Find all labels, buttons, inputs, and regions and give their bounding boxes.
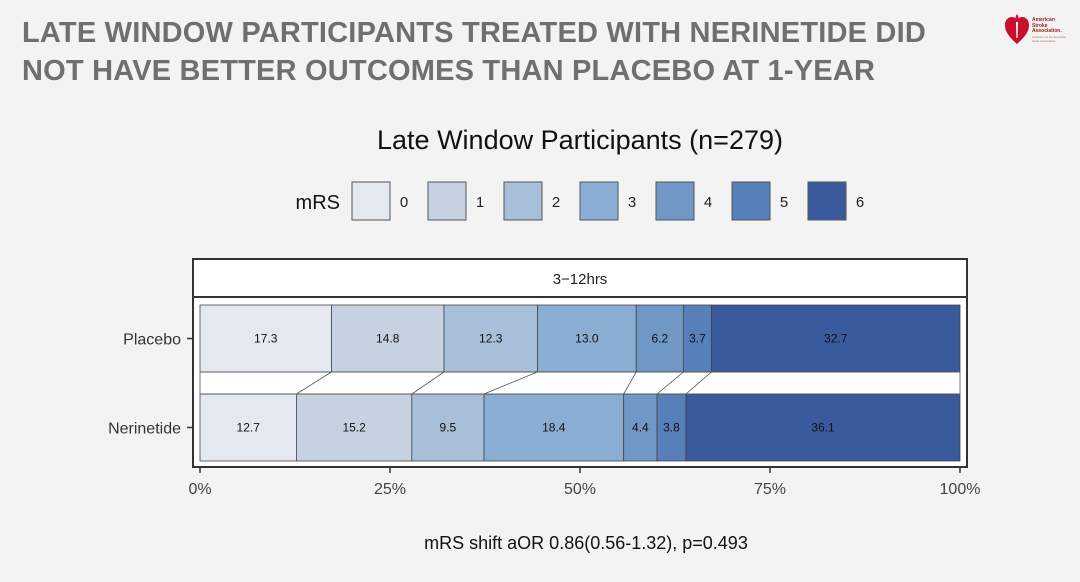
legend-label-mrs-3: 3 xyxy=(628,194,636,211)
data-label-nerinetide-mrs-5: 3.8 xyxy=(663,421,680,435)
logo-wordmark: American Stroke Association. A division … xyxy=(1032,17,1072,43)
bar-nerinetide-mrs-2 xyxy=(411,393,485,462)
logo-line-1: American xyxy=(1032,17,1055,23)
connector-line-mrs-5-6 xyxy=(685,371,712,395)
bar-placebo-mrs-3 xyxy=(537,304,637,373)
y-label-placebo: Placebo xyxy=(123,332,181,349)
american-stroke-association-logo: American Stroke Association. A division … xyxy=(1004,12,1074,48)
legend-label-mrs-6: 6 xyxy=(856,194,864,211)
connector-line-mrs-4-5 xyxy=(656,371,684,395)
chart-footnote: mRS shift aOR 0.86(0.56-1.32), p=0.493 xyxy=(424,533,748,553)
bar-nerinetide-mrs-0 xyxy=(199,393,297,462)
data-label-nerinetide-mrs-1: 15.2 xyxy=(342,421,366,435)
heart-torch-logo-icon xyxy=(1005,14,1029,44)
data-label-placebo-mrs-0: 17.3 xyxy=(254,332,278,346)
legend-swatch-mrs-4 xyxy=(655,181,695,221)
legend-swatch-mrs-6 xyxy=(807,181,847,221)
legend-title: mRS xyxy=(296,192,340,214)
y-label-nerinetide: Nerinetide xyxy=(108,421,181,438)
legend-label-mrs-5: 5 xyxy=(780,194,788,211)
data-label-placebo-mrs-3: 13.0 xyxy=(575,332,599,346)
data-label-nerinetide-mrs-0: 12.7 xyxy=(237,421,261,435)
data-label-placebo-mrs-4: 6.2 xyxy=(651,332,668,346)
data-label-placebo-mrs-5: 3.7 xyxy=(689,332,706,346)
data-label-nerinetide-mrs-4: 4.4 xyxy=(632,421,649,435)
chart-panel: 3−12hrs 17.3 14.8 12.3 13.0 6.2 3.7 32.7 12.7 15.… xyxy=(108,258,981,498)
logo-tagline: A division of the American Heart Associa… xyxy=(1032,34,1067,43)
x-tick-label-100pct: 100% xyxy=(940,481,981,498)
x-tick-label-0pct: 0% xyxy=(188,481,211,498)
connector-line-mrs-0-1 xyxy=(296,371,332,395)
legend-swatch-mrs-3 xyxy=(579,181,619,221)
logo-line-3: Association. xyxy=(1032,28,1062,34)
bar-nerinetide-mrs-3 xyxy=(483,393,625,462)
logo-line-2: Stroke xyxy=(1032,22,1048,29)
data-label-nerinetide-mrs-6: 36.1 xyxy=(811,421,835,435)
connector-band xyxy=(199,371,961,395)
chart-title: Late Window Participants (n=279) xyxy=(377,125,783,155)
chart-legend: mRS 0 1 2 3 4 5 6 xyxy=(296,181,864,221)
legend-swatch-mrs-5 xyxy=(731,181,771,221)
headline-line-2: NOT HAVE BETTER OUTCOMES THAN PLACEBO AT… xyxy=(22,55,876,87)
bar-placebo-mrs-6 xyxy=(711,304,961,373)
connector-line-mrs-3-4 xyxy=(623,371,637,395)
legend-label-mrs-2: 2 xyxy=(552,194,560,211)
facet-strip-label: 3−12hrs xyxy=(553,271,608,288)
bar-placebo-mrs-1 xyxy=(331,304,445,373)
data-label-nerinetide-mrs-2: 9.5 xyxy=(440,421,457,435)
data-label-placebo-mrs-6: 32.7 xyxy=(824,332,848,346)
data-label-placebo-mrs-2: 12.3 xyxy=(479,332,503,346)
connector-line-mrs-1-2 xyxy=(411,371,445,395)
x-tick-label-75pct: 75% xyxy=(754,481,786,498)
legend-label-mrs-4: 4 xyxy=(704,194,712,211)
legend-swatch-mrs-0 xyxy=(351,181,391,221)
headline-line-1: LATE WINDOW PARTICIPANTS TREATED WITH NE… xyxy=(22,17,926,49)
x-tick-label-50pct: 50% xyxy=(564,481,596,498)
bar-placebo-mrs-5 xyxy=(682,304,712,373)
x-tick-label-25pct: 25% xyxy=(374,481,406,498)
bar-placebo-mrs-0 xyxy=(199,304,332,373)
legend-swatch-mrs-2 xyxy=(503,181,543,221)
bar-nerinetide-mrs-6 xyxy=(685,393,961,462)
data-label-nerinetide-mrs-3: 18.4 xyxy=(542,421,566,435)
bar-nerinetide-mrs-4 xyxy=(623,393,658,462)
legend-swatch-mrs-1 xyxy=(427,181,467,221)
data-label-placebo-mrs-1: 14.8 xyxy=(376,332,400,346)
bar-nerinetide-mrs-5 xyxy=(656,393,687,462)
legend-label-mrs-0: 0 xyxy=(400,194,408,211)
bar-placebo-mrs-2 xyxy=(443,304,538,373)
connector-line-mrs-2-3 xyxy=(483,371,538,395)
slide-headline: LATE WINDOW PARTICIPANTS TREATED WITH NE… xyxy=(22,14,992,90)
legend-label-mrs-1: 1 xyxy=(476,194,484,211)
